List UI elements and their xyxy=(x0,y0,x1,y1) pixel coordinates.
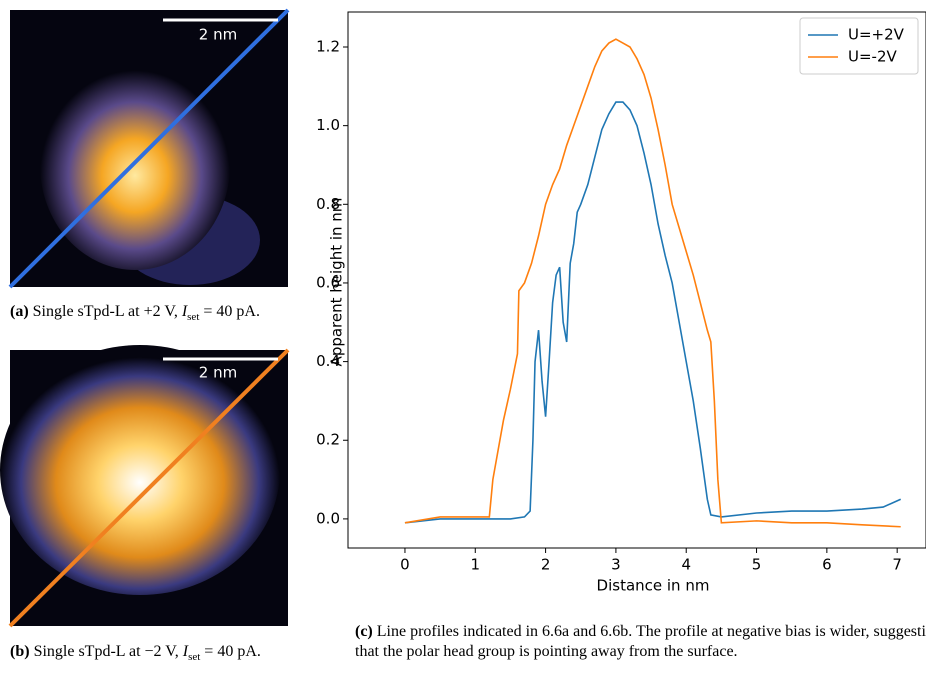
caption-c: (c) Line profiles indicated in 6.6a and … xyxy=(355,622,926,662)
x-axis-label: Distance in nm xyxy=(597,577,710,595)
y-tick-label: 0.4 xyxy=(316,352,340,370)
caption-label: (c) xyxy=(355,623,373,640)
x-tick-label: 2 xyxy=(541,556,551,574)
caption-a: (a) Single sTpd-L at +2 V, Iset = 40 pA. xyxy=(10,302,292,327)
x-tick-label: 3 xyxy=(611,556,621,574)
y-tick-label: 0.8 xyxy=(316,195,340,213)
caption-subscript: set xyxy=(187,311,200,324)
y-tick-label: 1.0 xyxy=(316,116,340,134)
line-series xyxy=(404,101,902,524)
y-tick-label: 1.2 xyxy=(316,37,340,55)
caption-text: = 40 pA. xyxy=(200,643,261,660)
line-series xyxy=(404,38,901,528)
y-tick-label: 0.0 xyxy=(316,509,340,527)
x-tick-label: 4 xyxy=(681,556,691,574)
caption-symbol: I xyxy=(182,643,189,660)
caption-label: (b) xyxy=(10,643,30,660)
caption-text: Line profiles indicated in 6.6a and 6.6b… xyxy=(355,623,926,660)
scale-bar-label: 2 nm xyxy=(199,26,237,44)
y-tick-label: 0.6 xyxy=(316,273,340,291)
x-tick-label: 7 xyxy=(892,556,902,574)
legend-label: U=+2V xyxy=(848,26,905,44)
x-tick-label: 0 xyxy=(400,556,410,574)
y-axis-label: Apparent height in nm xyxy=(328,198,346,367)
caption-text: Single sTpd-L at −2 V, xyxy=(33,643,183,660)
x-tick-label: 1 xyxy=(470,556,480,574)
y-tick-label: 0.2 xyxy=(316,431,340,449)
x-tick-label: 5 xyxy=(752,556,762,574)
plot-frame xyxy=(347,11,926,549)
x-tick-label: 6 xyxy=(822,556,832,574)
caption-b: (b) Single sTpd-L at −2 V, Iset = 40 pA. xyxy=(10,642,292,667)
caption-subscript: set xyxy=(188,651,201,664)
caption-text: Single sTpd-L at +2 V, xyxy=(32,303,182,320)
legend-label: U=-2V xyxy=(848,48,898,66)
line-chart: Distance in nm Apparent height in nm 0 1 2… xyxy=(316,11,926,595)
legend-box xyxy=(799,17,919,75)
image-a: 2 nm xyxy=(8,8,290,289)
caption-label: (a) xyxy=(10,303,29,320)
image-b: 2 nm xyxy=(0,345,290,628)
caption-symbol: I xyxy=(181,303,188,320)
scale-bar-label: 2 nm xyxy=(199,364,237,382)
caption-text: = 40 pA. xyxy=(199,303,260,320)
